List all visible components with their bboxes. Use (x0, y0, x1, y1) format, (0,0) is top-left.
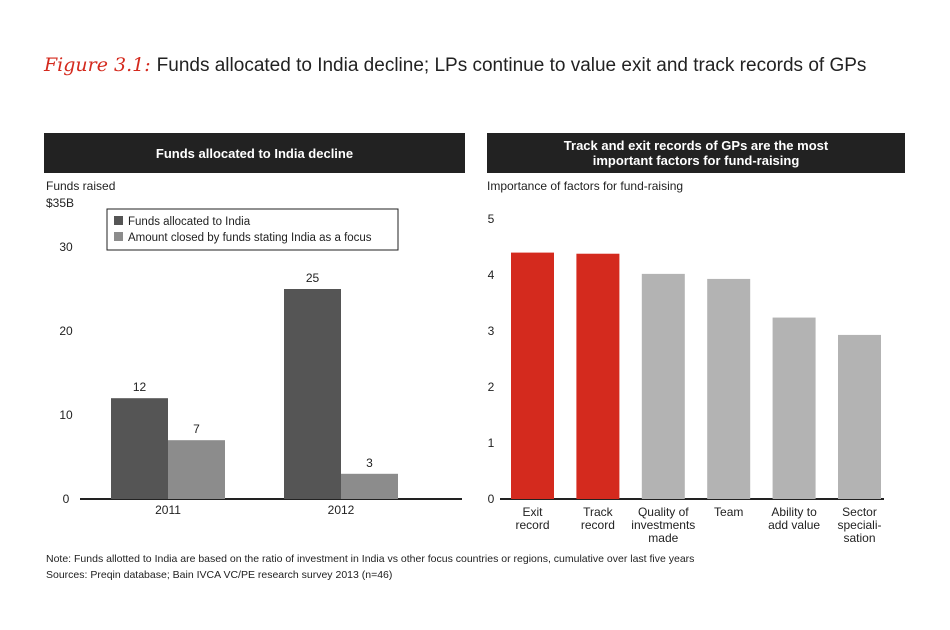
left-legend-box (106, 208, 399, 251)
right-x-tick-label: Team (714, 505, 743, 519)
left-legend-label: Funds allocated to India (128, 216, 251, 228)
right-bar (838, 334, 881, 499)
right-panel-header-line1: Track and exit records of GPs are the mo… (563, 138, 829, 153)
right-bar (641, 273, 685, 499)
left-bar-amount-closed (341, 473, 398, 499)
right-y-tick-label: 5 (488, 212, 495, 226)
left-panel-header: Funds allocated to India decline (44, 133, 465, 173)
right-y-tick-label: 0 (488, 492, 495, 506)
left-x-tick-label: 2011 (155, 503, 181, 517)
figure-title: Figure 3.1: Funds allocated to India decl… (44, 54, 866, 77)
left-y-tick-label: 30 (59, 240, 73, 254)
right-panel-header: Track and exit records of GPs are the mo… (487, 133, 905, 173)
right-x-tick-label: sation (843, 531, 875, 545)
left-bar-data-label: 25 (306, 271, 320, 285)
left-bar-funds-allocated (284, 289, 341, 499)
left-y-tick-label: 10 (59, 408, 73, 422)
left-bar-amount-closed (168, 440, 225, 499)
left-panel-header-text: Funds allocated to India decline (155, 145, 354, 161)
left-bar-data-label: 7 (193, 422, 200, 436)
left-legend-swatch (114, 216, 123, 225)
right-bar (576, 253, 620, 499)
left-legend-label: Amount closed by funds stating India as … (128, 232, 372, 244)
footnote: Note: Funds allotted to India are based … (46, 553, 695, 565)
right-x-tick-label: Track (583, 505, 614, 519)
left-y-unit-label: $35B (46, 196, 75, 210)
right-x-tick-label: record (581, 518, 615, 532)
right-x-tick-label: Quality of (638, 505, 689, 519)
left-y-axis-label: Funds raised (46, 179, 116, 193)
right-bar (772, 317, 816, 499)
right-x-tick-label: Exit (522, 505, 543, 519)
left-y-tick-label: 20 (59, 324, 73, 338)
left-legend-swatch (114, 232, 123, 241)
left-y-tick-label: 0 (63, 492, 70, 506)
left-bar-funds-allocated (111, 398, 168, 499)
figure-number: Figure 3.1: (44, 54, 151, 76)
left-x-tick-label: 2012 (328, 503, 355, 517)
right-panel-header-line2: important factors for fund-raising (592, 153, 800, 168)
right-x-tick-label: investments (631, 518, 695, 532)
right-y-tick-label: 3 (488, 324, 495, 338)
right-x-tick-label: Ability to (771, 505, 817, 519)
right-y-tick-label: 4 (488, 268, 495, 282)
right-y-tick-label: 2 (488, 380, 495, 394)
right-x-tick-label: speciali- (837, 518, 881, 532)
right-x-tick-label: record (515, 518, 549, 532)
right-x-tick-label: made (648, 531, 678, 545)
figure-title-text: Funds allocated to India decline; LPs co… (156, 55, 867, 76)
left-bar-data-label: 3 (366, 456, 373, 470)
right-bar (511, 252, 554, 499)
right-x-tick-label: Sector (842, 505, 877, 519)
right-y-axis-label: Importance of factors for fund-raising (487, 179, 684, 193)
left-bar-data-label: 12 (133, 380, 147, 394)
right-x-tick-label: add value (768, 518, 820, 532)
right-y-tick-label: 1 (488, 436, 495, 450)
sources: Sources: Preqin database; Bain IVCA VC/P… (46, 569, 393, 581)
right-bar (707, 278, 751, 499)
